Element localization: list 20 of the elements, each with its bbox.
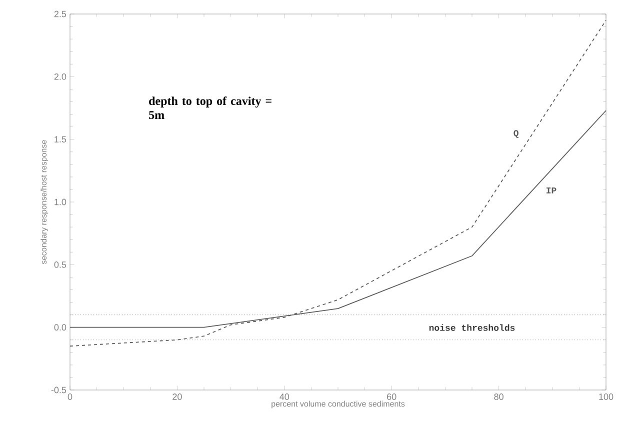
- x-tick-label: 40: [280, 394, 290, 400]
- x-tick-label: 80: [494, 394, 504, 400]
- x-axis-title: percent volume conductive sediments: [272, 400, 405, 408]
- y-tick-label: 1.5: [54, 136, 66, 142]
- y-tick-label: 0.0: [54, 324, 66, 331]
- line-series: [70, 20, 606, 347]
- series-label: IP: [546, 188, 556, 194]
- x-tick-label: 0: [68, 394, 72, 400]
- y-axis-title: secondary response/host response: [40, 140, 48, 264]
- y-tick-label: 2.5: [54, 10, 66, 18]
- y-tick-label: 1.0: [54, 198, 66, 206]
- y-tick-label: 2.0: [54, 73, 66, 80]
- y-tick-label: 0.5: [54, 261, 66, 268]
- annotation: noise thresholds: [429, 324, 515, 331]
- x-tick-label: 100: [599, 394, 614, 400]
- x-tick-label: 20: [172, 394, 182, 400]
- series-label: Q: [514, 130, 518, 138]
- y-tick-label: -0.5: [51, 386, 66, 394]
- x-tick-label: 60: [387, 394, 396, 400]
- annotation: depth to top of cavity = 5m: [149, 96, 272, 120]
